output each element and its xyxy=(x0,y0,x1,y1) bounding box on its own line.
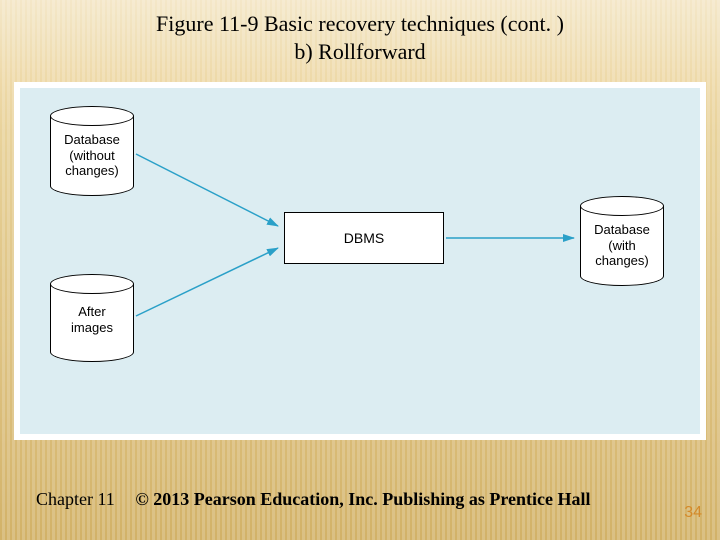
edge-dbwithout-dbms xyxy=(136,154,278,226)
node-label: DBMS xyxy=(344,230,384,246)
label-line: (without xyxy=(50,148,134,164)
chapter-label: Chapter 11 xyxy=(36,489,115,509)
page-number: 34 xyxy=(684,504,702,522)
footer: Chapter 11 © 2013 Pearson Education, Inc… xyxy=(36,489,590,510)
diagram-frame: Database (without changes) After images … xyxy=(14,82,706,440)
label-line: (with xyxy=(580,238,664,254)
node-label: Database (with changes) xyxy=(580,222,664,269)
node-dbms: DBMS xyxy=(284,212,444,264)
cylinder-top xyxy=(50,274,134,294)
copyright-text: © 2013 Pearson Education, Inc. Publishin… xyxy=(135,489,590,509)
label-line: changes) xyxy=(580,253,664,269)
cylinder-top xyxy=(580,196,664,216)
cylinder-top xyxy=(50,106,134,126)
title-line1: Figure 11-9 Basic recovery techniques (c… xyxy=(0,10,720,38)
label-line: Database xyxy=(580,222,664,238)
title-line2: b) Rollforward xyxy=(0,38,720,66)
label-line: Database xyxy=(50,132,134,148)
node-label: After images xyxy=(50,304,134,335)
label-line: images xyxy=(50,320,134,336)
node-after-images: After images xyxy=(50,274,134,362)
diagram-canvas: Database (without changes) After images … xyxy=(20,88,700,434)
node-database-with-changes: Database (with changes) xyxy=(580,196,664,286)
edge-afterimages-dbms xyxy=(136,248,278,316)
node-label: Database (without changes) xyxy=(50,132,134,179)
figure-title: Figure 11-9 Basic recovery techniques (c… xyxy=(0,10,720,65)
label-line: After xyxy=(50,304,134,320)
node-database-without-changes: Database (without changes) xyxy=(50,106,134,196)
label-line: changes) xyxy=(50,163,134,179)
slide: Figure 11-9 Basic recovery techniques (c… xyxy=(0,0,720,540)
